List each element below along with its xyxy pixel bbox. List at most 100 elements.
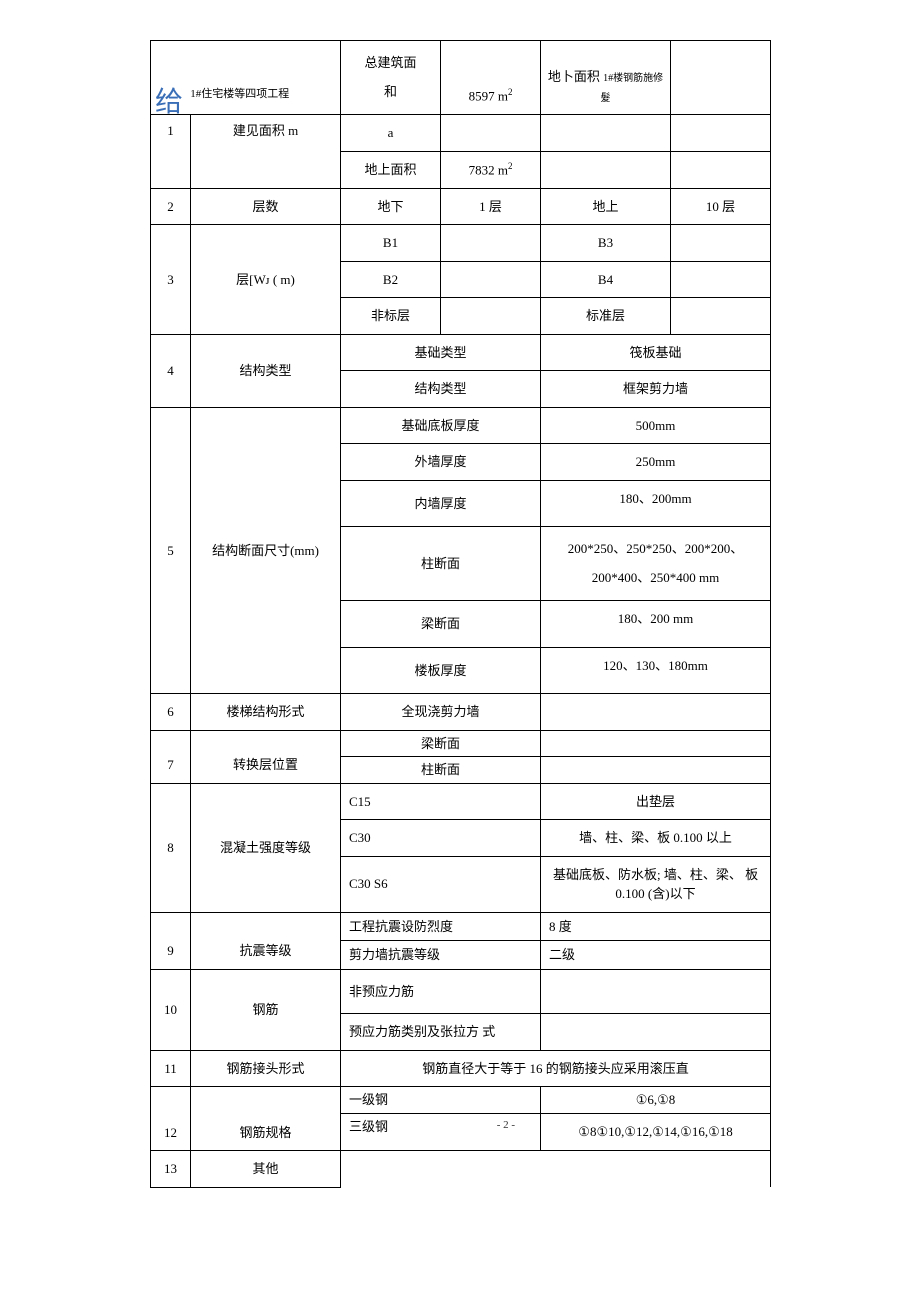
- cell: 8 度: [541, 912, 771, 941]
- cell: 一级钢: [341, 1087, 541, 1114]
- row-num: 9: [151, 912, 191, 969]
- cell: 120、130、180mm: [541, 647, 771, 694]
- header-empty: [671, 41, 771, 115]
- cell: [541, 151, 671, 188]
- gei-char: 给: [155, 87, 183, 118]
- row-num: 8: [151, 783, 191, 912]
- cell: [441, 225, 541, 262]
- cell: 基础底板、防水板; 墙、柱、梁、 板0.100 (含)以下: [541, 856, 771, 912]
- cell: 楼板厚度: [341, 647, 541, 694]
- cell: [541, 757, 771, 784]
- row-label: 钢筋接头形式: [191, 1050, 341, 1087]
- row-num: 6: [151, 694, 191, 731]
- cell: 工程抗震设防烈度: [341, 912, 541, 941]
- row-num: 3: [151, 225, 191, 335]
- cell: 钢筋直径大于等于 16 的钢筋接头应采用滚压直: [341, 1050, 771, 1087]
- cell: 10 层: [671, 188, 771, 225]
- row-label: 钢筋: [191, 969, 341, 1050]
- cell: 二级: [541, 941, 771, 970]
- cell: [671, 115, 771, 152]
- row-label: 结构类型: [191, 334, 341, 407]
- row-label: 抗震等级: [191, 912, 341, 969]
- table-row: 7 转换层位置 梁断面: [151, 730, 771, 757]
- row-num: 1: [151, 115, 191, 188]
- cell: 内墙厚度: [341, 480, 541, 527]
- cell: 梁断面: [341, 730, 541, 757]
- project-name: 1#住宅楼等四项工程: [190, 88, 289, 100]
- cell: C30 S6: [341, 856, 541, 912]
- cell: [541, 694, 771, 731]
- cell: [441, 115, 541, 152]
- cell: 非预应力筋: [341, 969, 541, 1014]
- row-num: 10: [151, 969, 191, 1050]
- cell: [671, 261, 771, 298]
- table-row: 10 钢筋 非预应力筋: [151, 969, 771, 1014]
- cell: 标准层: [541, 298, 671, 335]
- cell: 7832 m2: [441, 151, 541, 188]
- table-row: 9 抗震等级 工程抗震设防烈度 8 度: [151, 912, 771, 941]
- cell: 全现浇剪力墙: [341, 694, 541, 731]
- cell: 柱断面: [341, 527, 541, 601]
- cell: 墙、柱、梁、板 0.100 以上: [541, 820, 771, 857]
- row-label: 楼梯结构形式: [191, 694, 341, 731]
- cell: 地上: [541, 188, 671, 225]
- row-label: 转换层位置: [191, 730, 341, 783]
- row-num: 5: [151, 407, 191, 694]
- cell: 180、200mm: [541, 480, 771, 527]
- table-row: 11 钢筋接头形式 钢筋直径大于等于 16 的钢筋接头应采用滚压直: [151, 1050, 771, 1087]
- cell: 三级钢 - 2 -: [341, 1113, 541, 1151]
- cell: 预应力筋类别及张拉方 式: [341, 1014, 541, 1051]
- cell: 结构类型: [341, 371, 541, 408]
- header-left: 给 1#住宅楼等四项工程: [151, 41, 341, 115]
- table-row: 6 楼梯结构形式 全现浇剪力墙: [151, 694, 771, 731]
- cell: 250mm: [541, 444, 771, 481]
- cell: [671, 225, 771, 262]
- row-num: 13: [151, 1151, 191, 1188]
- table-row: 5 结构断面尺寸(mm) 基础底板厚度 500mm: [151, 407, 771, 444]
- table-row: 8 混凝土强度等级 C15 出垫层: [151, 783, 771, 820]
- spec-table: 给 1#住宅楼等四项工程 总建筑面 和 8597 m2 地卜面积 1#楼钢筋施修…: [150, 40, 771, 1188]
- cell: 1 层: [441, 188, 541, 225]
- cell: [441, 261, 541, 298]
- cell: [441, 298, 541, 335]
- cell: [541, 969, 771, 1014]
- row-num: 12: [151, 1087, 191, 1151]
- row-num: 11: [151, 1050, 191, 1087]
- row-num: 2: [151, 188, 191, 225]
- cell: C30: [341, 820, 541, 857]
- document-page: 给 1#住宅楼等四项工程 总建筑面 和 8597 m2 地卜面积 1#楼钢筋施修…: [0, 40, 920, 1248]
- cell: ①6,①8: [541, 1087, 771, 1114]
- row-label: 混凝土强度等级: [191, 783, 341, 912]
- cell: [541, 730, 771, 757]
- cell: 外墙厚度: [341, 444, 541, 481]
- cell: 筏板基础: [541, 334, 771, 371]
- row-label: 其他: [191, 1151, 341, 1188]
- cell: B4: [541, 261, 671, 298]
- cell: ①8①10,①12,①14,①16,①18: [541, 1113, 771, 1151]
- cell: 剪力墙抗震等级: [341, 941, 541, 970]
- cell: 基础类型: [341, 334, 541, 371]
- cell: 柱断面: [341, 757, 541, 784]
- table-row: 12 钢筋规格 一级钢 ①6,①8: [151, 1087, 771, 1114]
- row-num: 4: [151, 334, 191, 407]
- cell: 200*250、250*250、200*200、 200*400、250*400…: [541, 527, 771, 601]
- cell: B1: [341, 225, 441, 262]
- row-label: 钢筋规格: [191, 1087, 341, 1151]
- cell: [541, 1014, 771, 1051]
- cell: [341, 1151, 771, 1188]
- cell: [671, 298, 771, 335]
- row-label: 层[Wᴊ ( m): [191, 225, 341, 335]
- table-header-row: 给 1#住宅楼等四项工程 总建筑面 和 8597 m2 地卜面积 1#楼钢筋施修…: [151, 41, 771, 115]
- row-label: 层数: [191, 188, 341, 225]
- cell: 180、200 mm: [541, 601, 771, 648]
- table-row: 13 其他: [151, 1151, 771, 1188]
- cell: [671, 151, 771, 188]
- cell: [541, 115, 671, 152]
- table-row: 4 结构类型 基础类型 筏板基础: [151, 334, 771, 371]
- row-label: 建见面积 m: [191, 115, 341, 188]
- total-area-label: 总建筑面 和: [341, 41, 441, 115]
- table-row: 1 建见面积 m a: [151, 115, 771, 152]
- row-num: 7: [151, 730, 191, 783]
- cell: 500mm: [541, 407, 771, 444]
- row-label: 结构断面尺寸(mm): [191, 407, 341, 694]
